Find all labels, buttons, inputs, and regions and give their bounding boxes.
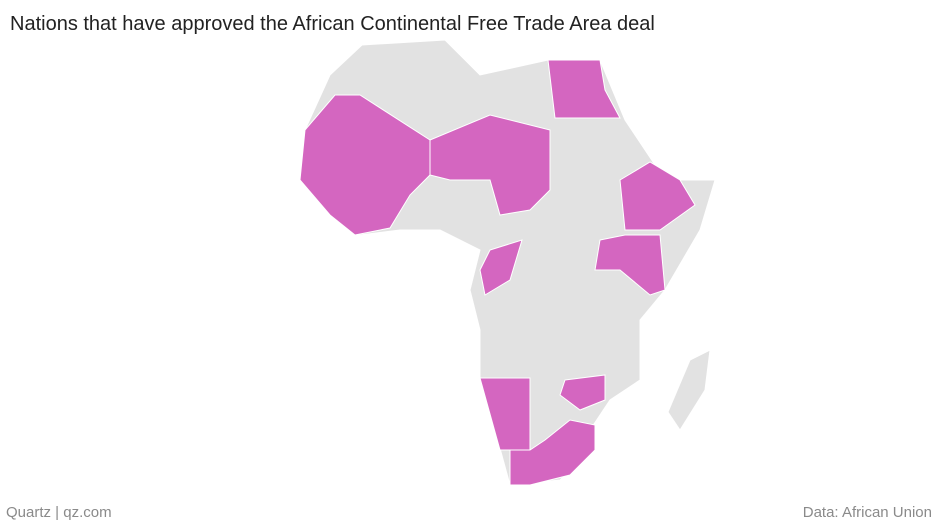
south-africa (509, 419, 596, 486)
ethiopia (619, 161, 696, 231)
niger-chad (429, 114, 551, 216)
namibia (479, 377, 531, 451)
africa-map (299, 39, 716, 486)
west-africa (299, 94, 431, 236)
credit: Quartz | qz.com (6, 504, 112, 521)
source: Data: African Union (803, 504, 932, 521)
zimbabwe (559, 374, 606, 411)
uganda-kenya (594, 234, 666, 296)
title: Nations that have approved the African C… (10, 13, 655, 35)
egypt (547, 59, 621, 119)
madagascar (667, 349, 711, 431)
congo (479, 239, 523, 296)
